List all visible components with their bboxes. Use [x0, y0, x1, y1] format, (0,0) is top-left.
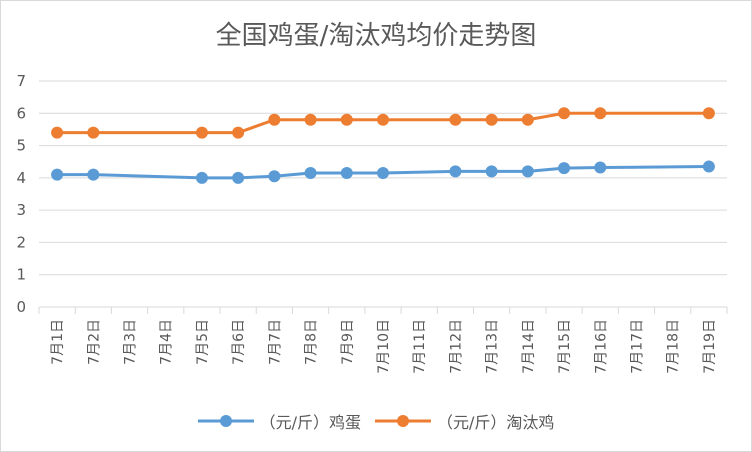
y-tick-label: 7: [16, 72, 26, 90]
data-point: [268, 170, 281, 183]
data-point: [232, 171, 245, 184]
data-point: [340, 167, 353, 180]
x-tick-label: 7月2日: [86, 319, 102, 365]
x-tick-label: 7月18日: [666, 319, 682, 374]
x-tick-label: 7月7日: [267, 319, 283, 365]
data-point: [377, 167, 389, 180]
data-point: [304, 167, 317, 180]
data-point: [195, 171, 208, 184]
data-point: [485, 165, 498, 178]
data-point: [377, 113, 389, 126]
legend-label-egg: （元/斤）鸡蛋: [259, 413, 361, 432]
data-point: [449, 165, 462, 178]
legend-swatch-culled-hen: [375, 415, 431, 427]
x-tick-label: 7月19日: [702, 319, 718, 374]
series-1: [51, 107, 715, 139]
x-tick-label: 7月13日: [485, 319, 501, 374]
x-tick-label: 7月8日: [304, 319, 320, 365]
y-tick-label: 6: [16, 104, 26, 122]
data-point: [340, 113, 353, 126]
data-point: [449, 113, 462, 126]
y-tick-label: 4: [16, 169, 26, 187]
series-line-0: [57, 165, 709, 180]
y-tick-label: 0: [16, 298, 26, 316]
x-tick-label: 7月11日: [412, 319, 428, 374]
x-tick-label: 7月4日: [159, 319, 175, 365]
legend-item-culled-hen: （元/斤）淘汰鸡: [375, 409, 554, 433]
series-0: [51, 160, 715, 184]
legend-item-egg: （元/斤）鸡蛋: [197, 409, 361, 433]
x-tick-label: 7月15日: [557, 319, 573, 374]
x-tick-label: 7月6日: [231, 319, 247, 365]
data-point: [485, 113, 498, 126]
y-tick-label: 2: [16, 233, 26, 251]
x-tick-label: 7月1日: [50, 319, 66, 365]
data-point: [594, 161, 607, 174]
x-tick-label: 7月16日: [593, 319, 609, 374]
x-tick-label: 7月3日: [123, 319, 139, 365]
x-tick-label: 7月9日: [340, 319, 356, 365]
legend-label-culled-hen: （元/斤）淘汰鸡: [437, 413, 555, 432]
data-point: [232, 126, 245, 139]
data-point: [51, 126, 64, 139]
data-point: [304, 113, 317, 126]
x-tick-label: 7月14日: [521, 319, 537, 374]
data-point: [702, 107, 715, 120]
chart-legend: （元/斤）鸡蛋 （元/斤）淘汰鸡: [1, 409, 751, 433]
data-point: [521, 165, 534, 178]
y-tick-label: 5: [16, 137, 26, 155]
x-tick-label: 7月5日: [195, 319, 211, 365]
series-line-1: [57, 111, 709, 135]
data-point: [702, 160, 715, 173]
y-tick-label: 3: [16, 201, 26, 219]
data-point: [594, 107, 607, 120]
data-point: [521, 113, 534, 126]
x-tick-label: 7月12日: [448, 319, 464, 374]
data-point: [51, 168, 64, 181]
data-point: [87, 168, 100, 181]
data-point: [268, 113, 281, 126]
y-tick-label: 1: [16, 266, 26, 284]
data-point: [558, 107, 571, 120]
data-point: [195, 126, 208, 139]
x-tick-label: 7月10日: [376, 319, 392, 374]
legend-swatch-egg: [197, 415, 254, 427]
data-point: [87, 126, 100, 139]
chart-title: 全国鸡蛋/淘汰鸡均价走势图: [215, 21, 537, 51]
x-tick-label: 7月17日: [629, 319, 645, 374]
data-point: [558, 162, 571, 175]
